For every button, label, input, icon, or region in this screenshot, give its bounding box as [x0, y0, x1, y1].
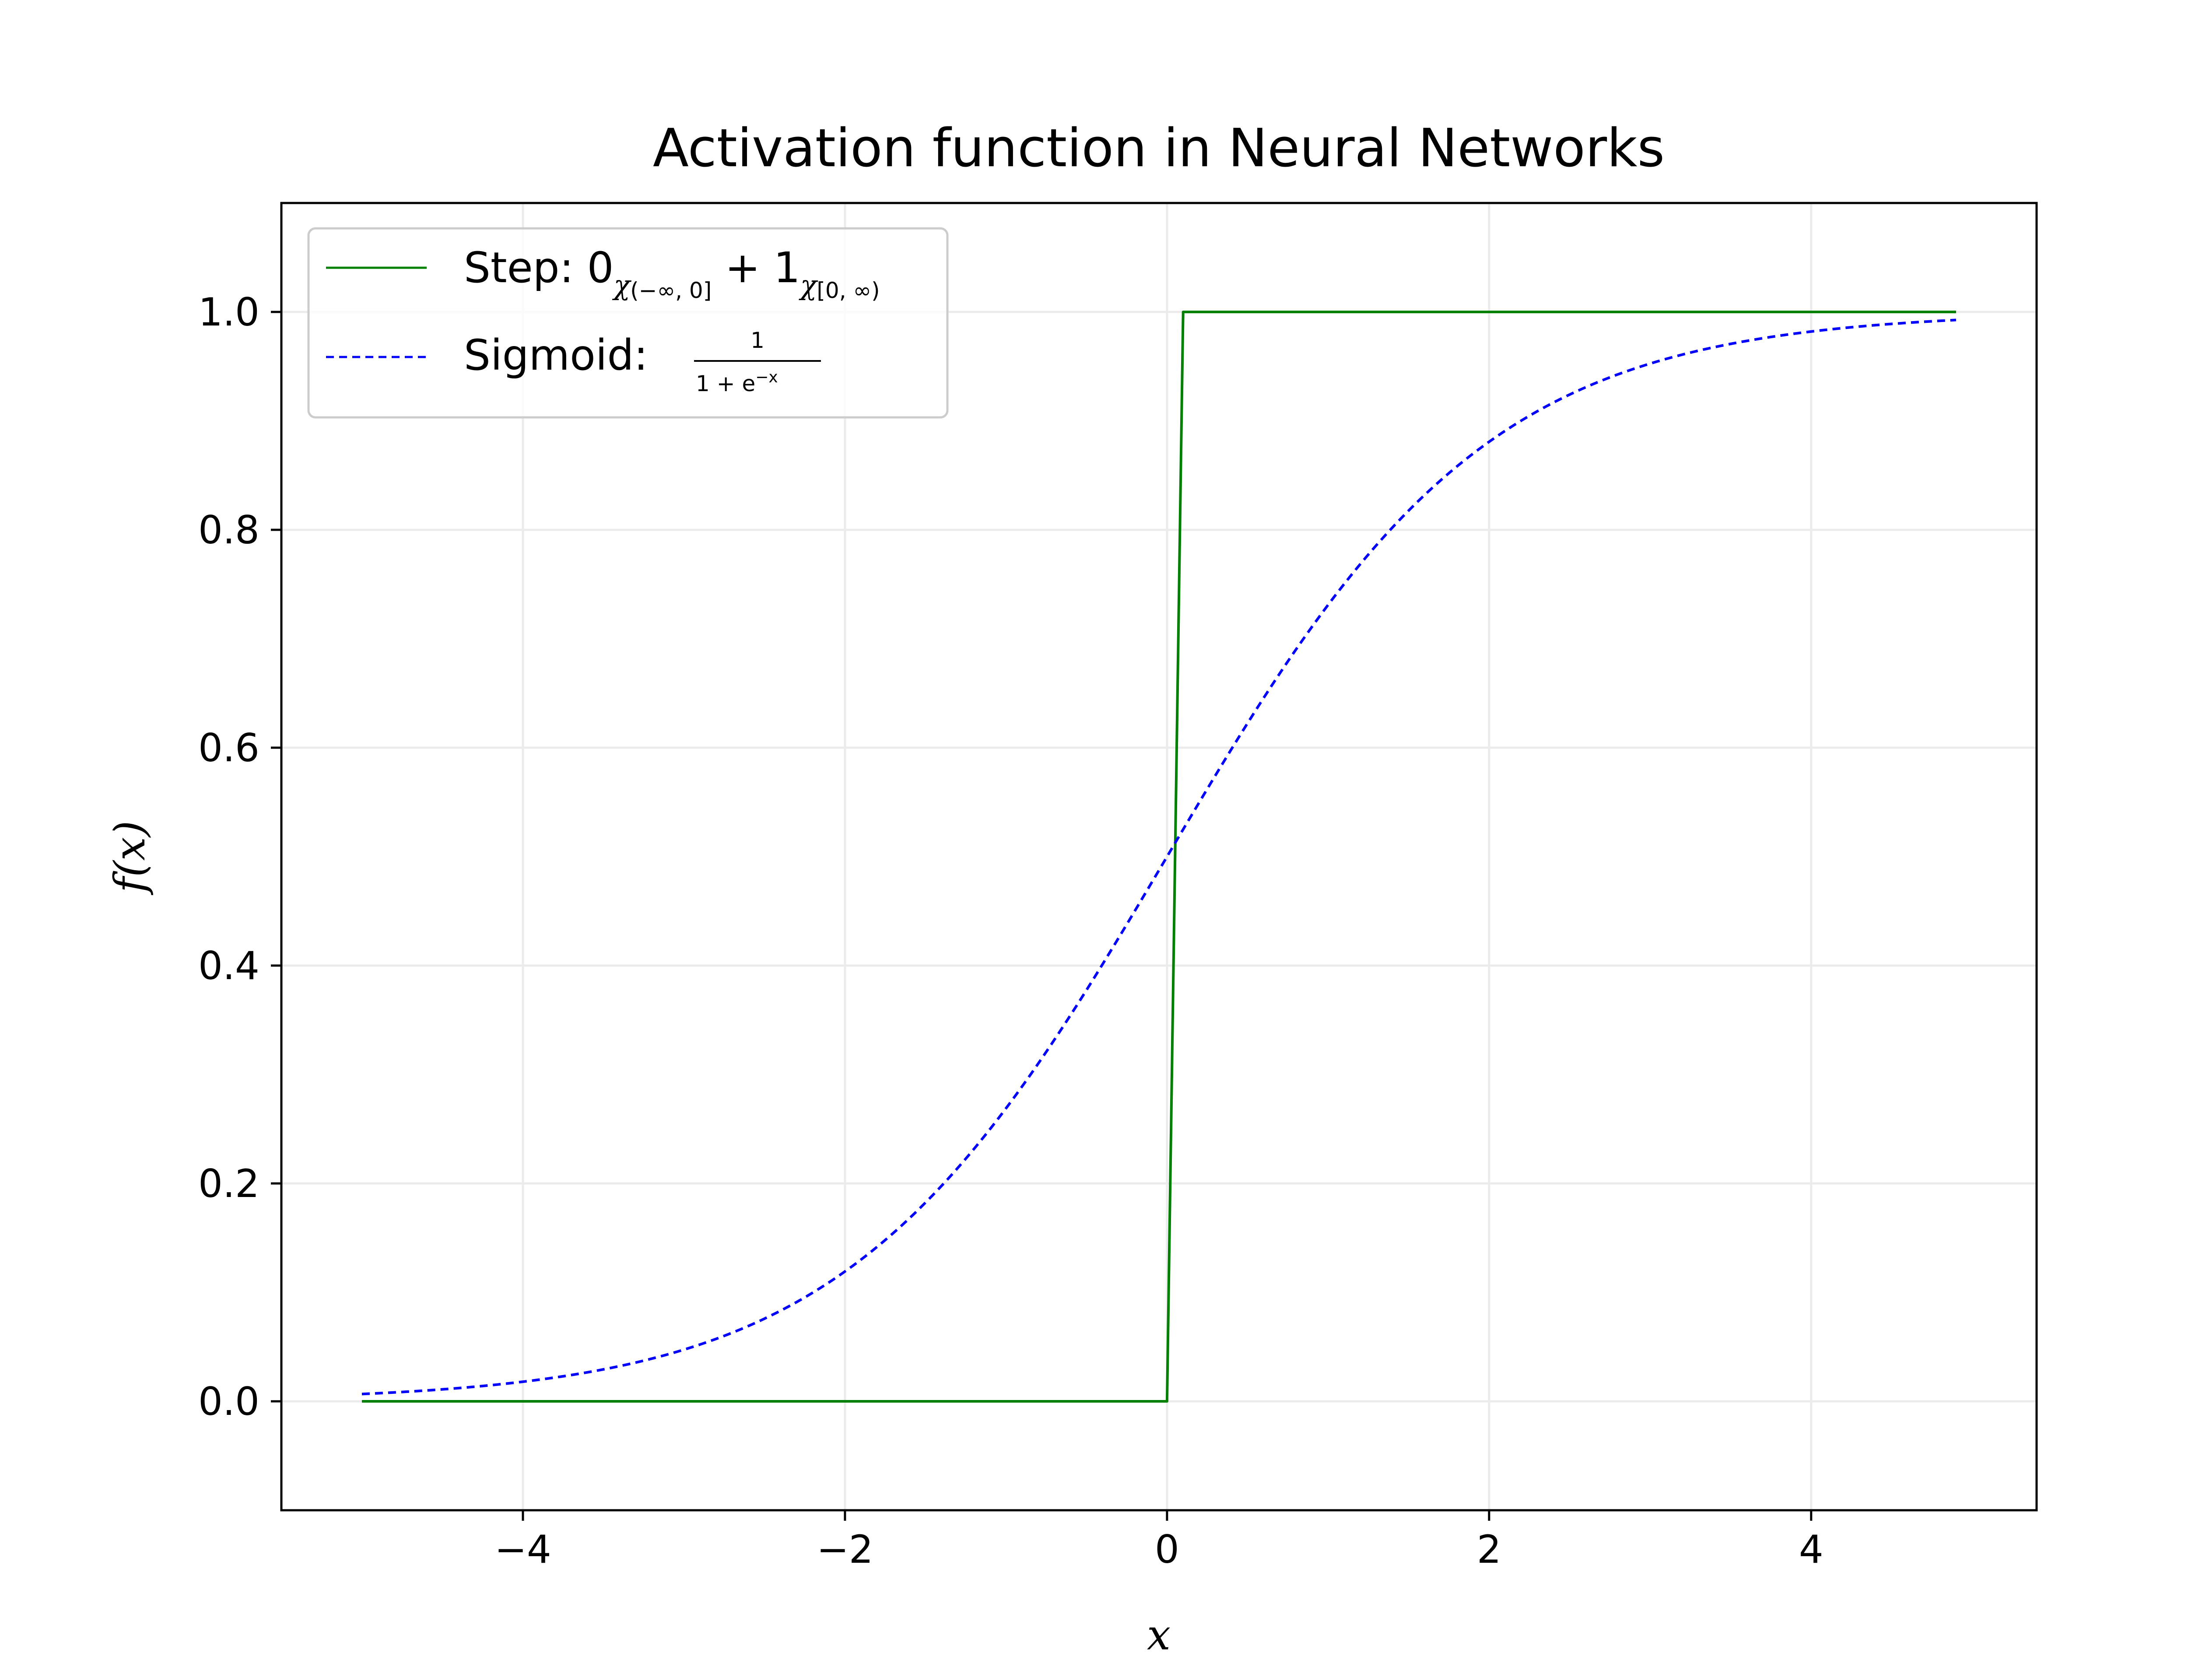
chart-title: Activation function in Neural Networks: [653, 118, 1665, 179]
x-tick-label: −2: [817, 1527, 873, 1572]
series-sigmoid-line: [361, 318, 1957, 1396]
legend-sigmoid-label: Sigmoid:: [464, 331, 648, 380]
x-tick-label: 2: [1477, 1527, 1501, 1572]
y-tick-label: 1.0: [198, 290, 259, 335]
legend-step-label: Step: 0χ(−∞, 0] + 1χ[0, ∞): [464, 243, 880, 303]
y-tick-label: 0.2: [198, 1161, 259, 1206]
legend-sigmoid-numerator: 1: [750, 328, 764, 353]
x-tick-label: 0: [1155, 1527, 1179, 1572]
y-tick-label: 0.4: [198, 943, 259, 988]
plot-frame: [280, 202, 2038, 1512]
legend-sigmoid-denominator: 1 + e−x: [696, 368, 778, 396]
y-tick-label: 0.8: [198, 508, 259, 553]
y-tick-label: 0.6: [198, 725, 259, 770]
series-step-line: [361, 311, 1957, 1403]
x-tick-label: 4: [1799, 1527, 1823, 1572]
legend: Step: 0χ(−∞, 0] + 1χ[0, ∞) Sigmoid: 1 1 …: [307, 227, 949, 419]
y-tick-label: 0.0: [198, 1379, 259, 1424]
y-axis-label: f(x): [105, 821, 154, 896]
x-axis-ticks: −4 −2 0 2 4: [494, 1510, 1823, 1572]
plot-series: [361, 311, 1957, 1403]
y-axis-ticks: 0.0 0.2 0.4 0.6 0.8 1.0: [198, 290, 281, 1424]
x-axis-label: x: [1147, 1610, 1171, 1659]
x-tick-label: −4: [494, 1527, 551, 1572]
legend-box: [307, 227, 949, 419]
